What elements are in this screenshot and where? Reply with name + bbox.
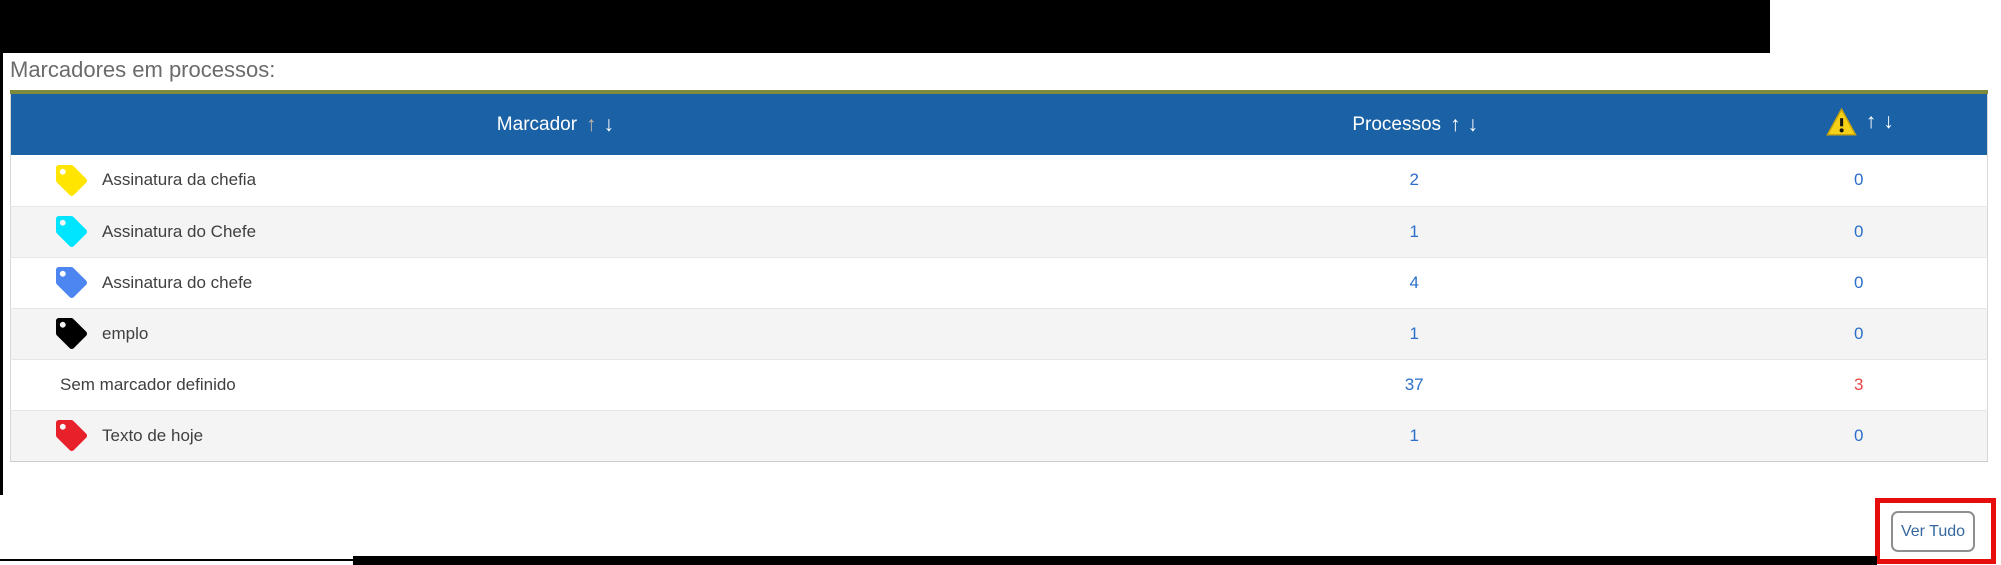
processos-count-link[interactable]: 1	[1097, 410, 1731, 462]
marker-label: Assinatura da chefia	[102, 170, 257, 190]
alerts-count-link[interactable]: 0	[1730, 308, 1988, 360]
sort-desc-icon[interactable]: ↓	[1467, 112, 1478, 136]
processos-count-link[interactable]: 37	[1097, 359, 1731, 411]
table-header-row: Marcador ↑ ↓ Processos ↑ ↓	[10, 90, 1988, 155]
black-tag-icon	[56, 318, 87, 349]
cyan-tag-icon	[56, 216, 87, 247]
marker-label: emplo	[102, 323, 149, 343]
sort-desc-icon[interactable]: ↓	[603, 112, 614, 136]
redaction-line-left	[0, 53, 3, 495]
marker-label: Assinatura do chefe	[102, 272, 253, 292]
blue-tag-icon	[56, 267, 87, 298]
processos-count-link[interactable]: 4	[1097, 257, 1731, 309]
table-row: Sem marcador definido 37 3	[10, 359, 1988, 411]
redaction-bar-bottom	[353, 556, 1877, 565]
annotation-highlight-box	[1875, 498, 1996, 564]
column-header-alerts[interactable]: ↑ ↓	[1730, 90, 1988, 155]
column-header-processos[interactable]: Processos ↑ ↓	[1097, 90, 1731, 155]
processos-count-link[interactable]: 1	[1097, 308, 1731, 360]
alerts-count-link[interactable]: 3	[1730, 359, 1988, 411]
alerts-count-link[interactable]: 0	[1730, 206, 1988, 258]
table-row: Assinatura do Chefe 1 0	[10, 206, 1988, 258]
markers-table: Marcador ↑ ↓ Processos ↑ ↓	[10, 90, 1988, 462]
processos-count-link[interactable]: 2	[1097, 155, 1731, 207]
marker-label: Assinatura do Chefe	[102, 221, 257, 241]
table-row: Assinatura do chefe 4 0	[10, 257, 1988, 309]
alerts-count-link[interactable]: 0	[1730, 257, 1988, 309]
marker-label: Sem marcador definido	[60, 374, 236, 394]
page-title: Marcadores em processos:	[10, 57, 276, 82]
sort-desc-icon[interactable]: ↓	[1883, 109, 1893, 133]
redaction-bar-top	[0, 0, 1770, 53]
marker-label: Texto de hoje	[102, 425, 204, 445]
table-row: Texto de hoje 1 0	[10, 410, 1988, 462]
column-label-processos: Processos	[1352, 113, 1442, 135]
processos-count-link[interactable]: 1	[1097, 206, 1731, 258]
column-header-marcador[interactable]: Marcador ↑ ↓	[10, 90, 1098, 155]
alerts-count-link[interactable]: 0	[1730, 155, 1988, 207]
warning-icon	[1825, 107, 1857, 135]
column-label-marcador: Marcador	[496, 113, 578, 135]
sort-asc-icon[interactable]: ↑	[1865, 109, 1876, 133]
alerts-count-link[interactable]: 0	[1730, 410, 1988, 462]
table-row: Assinatura da chefia 2 0	[10, 155, 1988, 207]
sort-asc-icon[interactable]: ↑	[1450, 112, 1460, 136]
sort-asc-icon[interactable]: ↑	[586, 112, 596, 136]
red-tag-icon	[56, 420, 87, 451]
redaction-line-bottom-thin	[0, 559, 355, 561]
table-row: emplo 1 0	[10, 308, 1988, 360]
ver-tudo-button[interactable]: Ver Tudo	[1891, 511, 1975, 552]
yellow-tag-icon	[56, 164, 87, 196]
